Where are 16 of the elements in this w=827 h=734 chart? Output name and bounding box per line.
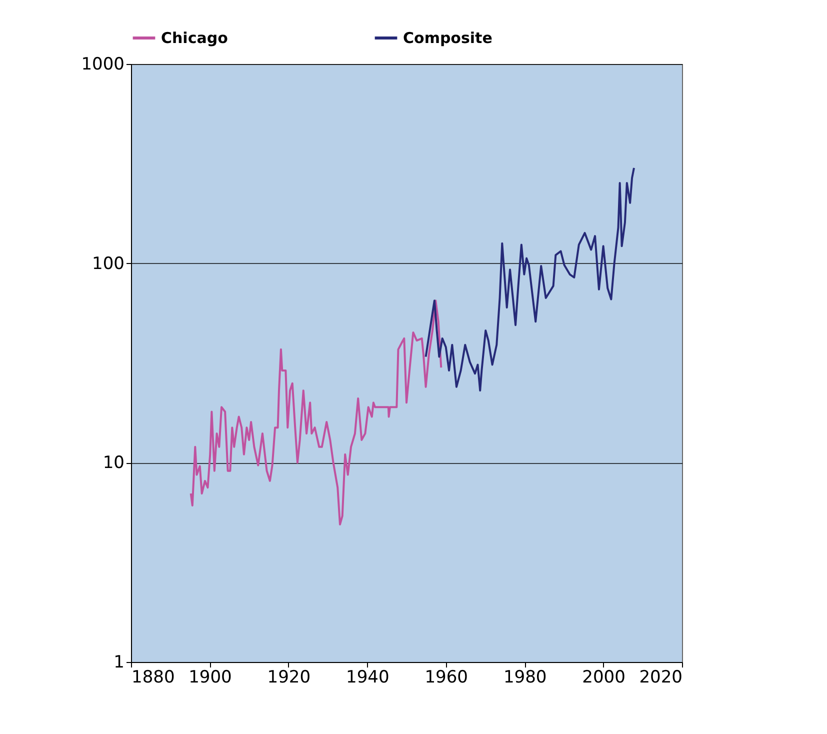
y-tick-label: 10	[102, 453, 124, 474]
x-tick-label: 1880	[132, 668, 175, 688]
x-tick-label: 1960	[424, 668, 468, 688]
y-tick-label: 100	[92, 254, 124, 274]
x-tick-label: 2020	[639, 668, 682, 688]
legend-label: Chicago	[161, 29, 228, 47]
x-tick-label: 1980	[503, 668, 547, 688]
line-series	[424, 166, 635, 392]
x-tick-label: 2000	[582, 668, 626, 688]
line-series	[190, 300, 442, 526]
x-tick-label: 1940	[346, 668, 390, 688]
x-tick-label: 1920	[267, 668, 311, 688]
y-tick-label: 1000	[81, 54, 124, 74]
x-tick-label: 1900	[188, 668, 232, 688]
y-tick-label: 1	[114, 652, 124, 672]
legend-label: Composite	[403, 29, 492, 47]
